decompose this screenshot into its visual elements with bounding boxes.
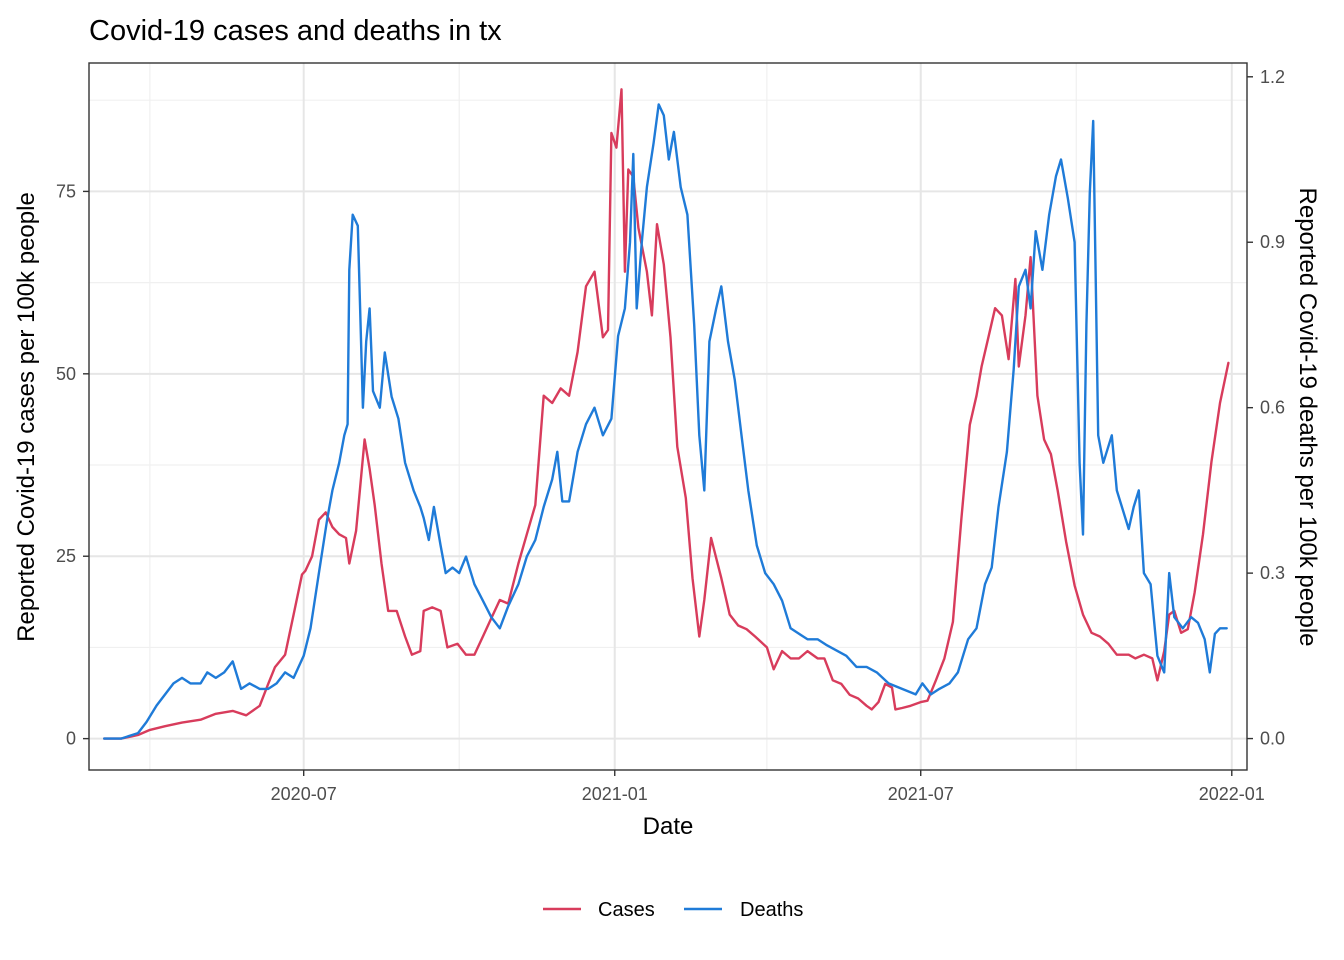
y2-tick-label: 0.3 [1260,563,1285,583]
series-line-cases [103,88,1230,740]
plot-panel-border [88,62,1248,771]
x-tick-label: 2022-01 [1199,784,1265,804]
x-tick-label: 2021-07 [888,784,954,804]
y-axis-title: Reported Covid-19 cases per 100k people [13,192,40,642]
y-tick-label: 0 [66,729,76,749]
legend-label-deaths: Deaths [740,899,803,921]
y2-axis-title: Reported Covid-19 deaths per 100k people [1294,188,1321,647]
x-tick-label: 2020-07 [271,784,337,804]
y-tick-label: 25 [56,546,76,566]
series-line-deaths [103,103,1228,740]
x-axis-title: Date [643,813,694,840]
series-layer [103,88,1230,740]
y-tick-label: 75 [56,181,76,201]
y2-tick-label: 0.0 [1260,729,1285,749]
y2-tick-label: 0.6 [1260,398,1285,418]
axes: 2020-07 2021-01 2021-07 2022-01 0 25 50 75 0.0 0.… [56,67,1285,804]
x-tick-label: 2021-01 [582,784,648,804]
y2-tick-label: 0.9 [1260,232,1285,252]
grid [89,63,1247,770]
legend: Cases Deaths [543,899,803,921]
legend-label-cases: Cases [598,899,655,921]
y2-tick-label: 1.2 [1260,67,1285,87]
y-tick-label: 50 [56,364,76,384]
chart-title: Covid-19 cases and deaths in tx [89,15,502,47]
